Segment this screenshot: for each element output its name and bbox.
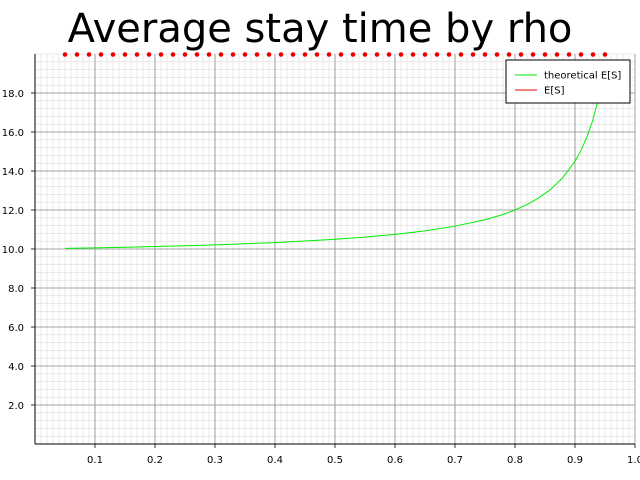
es-data-point: [326, 52, 332, 57]
x-tick-label: 0.7: [447, 455, 463, 466]
es-data-point: [434, 52, 440, 57]
es-data-point: [602, 52, 608, 57]
y-tick-label: 8.0: [8, 284, 24, 295]
legend-box: [505, 59, 631, 104]
es-data-point: [98, 52, 104, 57]
x-tick-label: 0.2: [147, 455, 163, 466]
es-data-point: [374, 52, 380, 57]
es-data-point: [482, 52, 488, 57]
tick-labels: 0.1 0.2 0.3 0.4 0.5 0.6 0.7 0.8 0.9 1.0 2.0 4.0 6.0 8…: [2, 89, 640, 466]
es-data-point: [194, 52, 200, 57]
y-tick-label: 10.0: [2, 245, 24, 256]
es-data-point: [206, 52, 212, 57]
es-data-point: [398, 52, 404, 57]
es-data-point: [422, 52, 428, 57]
es-data-point: [578, 52, 584, 57]
x-tick-label: 0.6: [387, 455, 403, 466]
es-data-point: [446, 52, 452, 57]
es-data-point: [62, 52, 68, 57]
x-tick-label: 1.0: [627, 455, 640, 466]
es-data-point: [302, 52, 308, 57]
x-tick-label: 0.8: [507, 455, 523, 466]
y-tick-label: 14.0: [2, 167, 24, 178]
es-data-point: [290, 52, 296, 57]
es-data-point: [410, 52, 416, 57]
es-data-point: [350, 52, 356, 57]
legend-label: E[S]: [544, 86, 565, 97]
es-data-point: [506, 52, 512, 57]
es-data-point: [362, 52, 368, 57]
es-data-point: [338, 52, 344, 57]
es-data-point: [158, 52, 164, 57]
es-data-point: [146, 52, 152, 57]
y-tick-label: 4.0: [8, 362, 24, 373]
es-data-point: [218, 52, 224, 57]
x-tick-label: 0.5: [327, 455, 343, 466]
es-data-point: [530, 52, 536, 57]
x-tick-label: 0.3: [207, 455, 223, 466]
es-data-point: [182, 52, 188, 57]
es-data-point: [134, 52, 140, 57]
es-data-point: [86, 52, 92, 57]
y-tick-label: 2.0: [8, 401, 24, 412]
y-tick-label: 12.0: [2, 206, 24, 217]
es-data-point: [554, 52, 560, 57]
es-data-point: [494, 52, 500, 57]
chart-title: Average stay time by rho: [68, 6, 573, 52]
x-tick-label: 0.4: [267, 455, 283, 466]
es-data-point: [122, 52, 128, 57]
es-data-point: [74, 52, 80, 57]
theoretical-es-line: [64, 63, 606, 249]
es-data-point: [230, 52, 236, 57]
es-data-point: [170, 52, 176, 57]
y-tick-label: 18.0: [2, 89, 24, 100]
es-data-point: [242, 52, 248, 57]
legend-label: theoretical E[S]: [544, 71, 621, 82]
es-data-point: [542, 52, 548, 57]
y-tick-label: 6.0: [8, 323, 24, 334]
es-data-point: [470, 52, 476, 57]
es-data-point: [110, 52, 116, 57]
es-data-point: [458, 52, 464, 57]
y-tick-label: 16.0: [2, 128, 24, 139]
es-data-point: [386, 52, 392, 57]
es-data-point: [314, 52, 320, 57]
axes: [31, 54, 636, 448]
es-data-point: [590, 52, 596, 57]
es-data-point: [518, 52, 524, 57]
es-data-point: [566, 52, 572, 57]
x-tick-label: 0.1: [87, 455, 103, 466]
es-data-point: [254, 52, 260, 57]
x-tick-label: 0.9: [567, 455, 583, 466]
es-data-point: [278, 52, 284, 57]
legend: theoretical E[S] E[S]: [505, 59, 631, 104]
es-data-point: [266, 52, 272, 57]
series-layer: [62, 52, 608, 249]
